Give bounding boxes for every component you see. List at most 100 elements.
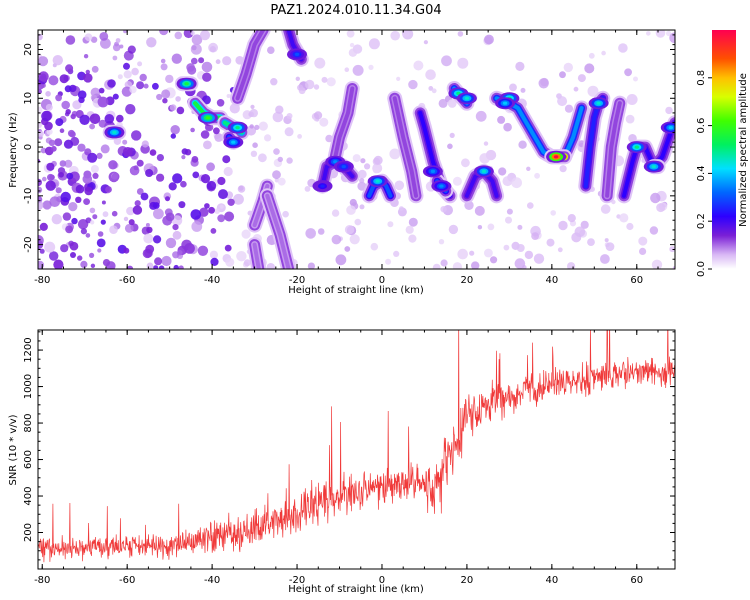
spectrogram-noise-point xyxy=(390,30,401,41)
spectrogram-blob xyxy=(123,247,130,254)
snr-y-tick-label: 800 xyxy=(23,413,34,432)
spectrogram-noise-point xyxy=(469,250,475,256)
spectrogram-blob xyxy=(78,96,85,104)
spectrogram-x-tick-label: 20 xyxy=(461,275,474,286)
snr-background xyxy=(38,330,675,569)
spectrogram-y-tick-label: 0 xyxy=(23,144,34,150)
spectrogram-blob xyxy=(58,172,64,178)
spectrogram-noise-point xyxy=(567,214,576,223)
spectrogram-blob xyxy=(200,174,211,184)
spectrogram-blob xyxy=(145,244,155,254)
spectrogram-noise-point xyxy=(215,59,221,65)
spectrogram-blob xyxy=(65,225,73,234)
spectrogram-noise-point xyxy=(331,234,342,245)
spectrogram-noise-point xyxy=(370,242,379,251)
spectrogram-noise-point xyxy=(89,207,96,214)
spectrogram-noise-point xyxy=(38,56,49,67)
spectrogram-blob xyxy=(89,113,101,125)
spectrogram-blob xyxy=(111,210,118,217)
spectrogram-blob xyxy=(77,255,83,261)
spectrogram-blob xyxy=(222,155,231,164)
spectrogram-noise-point xyxy=(264,134,272,142)
spectrogram-noise-point xyxy=(649,226,659,235)
snr-y-tick-label: 1000 xyxy=(23,374,34,399)
spectrogram-noise-point xyxy=(102,211,109,218)
spectrogram-noise-point xyxy=(372,167,379,174)
spectrogram-noise-point xyxy=(625,114,635,124)
spectrogram-noise-point xyxy=(517,224,523,230)
spectrogram-noise-point xyxy=(101,200,106,205)
spectrogram-blob xyxy=(181,148,188,155)
spectrogram-noise-point xyxy=(126,265,134,269)
spectrogram-blob xyxy=(213,127,220,135)
spectrogram-blob xyxy=(162,98,168,104)
spectrogram-track xyxy=(235,30,266,101)
spectrogram-blob xyxy=(197,245,209,256)
spectrogram-noise-point xyxy=(206,162,216,172)
spectrogram-noise-point xyxy=(587,85,599,97)
spectrogram-noise-point xyxy=(563,62,573,73)
spectrogram-noise-point xyxy=(89,220,95,225)
spectrogram-frame xyxy=(37,29,676,270)
spectrogram-noise-point xyxy=(153,208,164,220)
spectrogram-blob xyxy=(145,169,154,177)
spectrogram-noise-point xyxy=(109,225,118,234)
spectrogram-noise-point xyxy=(538,78,549,89)
spectrogram-noise-point xyxy=(141,140,149,148)
spectrogram-peak xyxy=(651,165,656,169)
spectrogram-noise-point xyxy=(60,244,69,253)
spectrogram-noise-point xyxy=(511,177,522,189)
spectrogram-blob xyxy=(206,180,217,191)
spectrogram-track xyxy=(252,242,261,269)
spectrogram-noise-point xyxy=(175,96,181,102)
colorbar-ticks: 0.0 0.2 0.4 0.6 0.8 xyxy=(696,70,712,277)
spectrogram-blob xyxy=(218,189,228,200)
spectrogram-blob xyxy=(64,85,72,93)
spectrogram-blob xyxy=(70,113,76,120)
spectrogram-blob xyxy=(217,176,226,186)
spectrogram-noise-point xyxy=(165,74,174,84)
spectrogram-noise-point xyxy=(666,30,672,36)
spectrogram-noise-point xyxy=(80,228,87,235)
spectrogram-noise-point xyxy=(600,254,610,264)
spectrogram-noise-point xyxy=(580,220,589,229)
spectrogram-noise-point xyxy=(161,255,172,267)
spectrogram-blob xyxy=(224,244,232,252)
spectrogram-noise-point xyxy=(122,139,128,145)
spectrogram-noise-point xyxy=(447,143,453,150)
spectrogram-blob xyxy=(224,211,235,222)
spectrogram-noise-point xyxy=(38,235,44,246)
spectrogram-noise-point xyxy=(638,236,648,246)
spectrogram-noise-point xyxy=(38,106,43,115)
spectrogram-noise-point xyxy=(526,166,531,171)
spectrogram-noise-point xyxy=(423,40,428,45)
spectrogram-noise-point xyxy=(359,204,365,210)
spectrogram-noise-point xyxy=(77,143,86,152)
spectrogram-noise-point xyxy=(360,158,366,164)
spectrogram-noise-point xyxy=(277,156,283,163)
spectrogram-blob xyxy=(100,219,106,225)
spectrogram-x-tick-label: 0 xyxy=(379,275,385,286)
spectrogram-blob xyxy=(65,109,71,115)
spectrogram-blob xyxy=(67,129,75,137)
spectrogram-noise-point xyxy=(174,31,183,40)
spectrogram-blob xyxy=(70,252,76,258)
snr-x-tick-label: 20 xyxy=(461,575,474,586)
spectrogram-noise-point xyxy=(249,108,258,118)
spectrogram-noise-point xyxy=(84,33,93,42)
spectrogram-noise-point xyxy=(352,64,364,76)
spectrogram-noise-point xyxy=(438,239,445,245)
spectrogram-track xyxy=(265,193,291,269)
spectrogram-noise-point xyxy=(408,79,418,90)
spectrogram-noise-point xyxy=(490,256,498,264)
spectrogram-noise-point xyxy=(191,221,203,232)
spectrogram-noise-point xyxy=(209,250,218,259)
spectrogram-noise-point xyxy=(96,152,103,159)
spectrogram-x-tick-label: -40 xyxy=(204,275,220,286)
spectrogram-blob xyxy=(123,62,130,70)
spectrogram-noise-point xyxy=(123,30,128,34)
spectrogram-noise-point xyxy=(172,224,179,231)
spectrogram-noise-point xyxy=(282,210,289,218)
spectrogram-noise-point xyxy=(346,205,356,215)
spectrogram-noise-point xyxy=(484,248,493,258)
